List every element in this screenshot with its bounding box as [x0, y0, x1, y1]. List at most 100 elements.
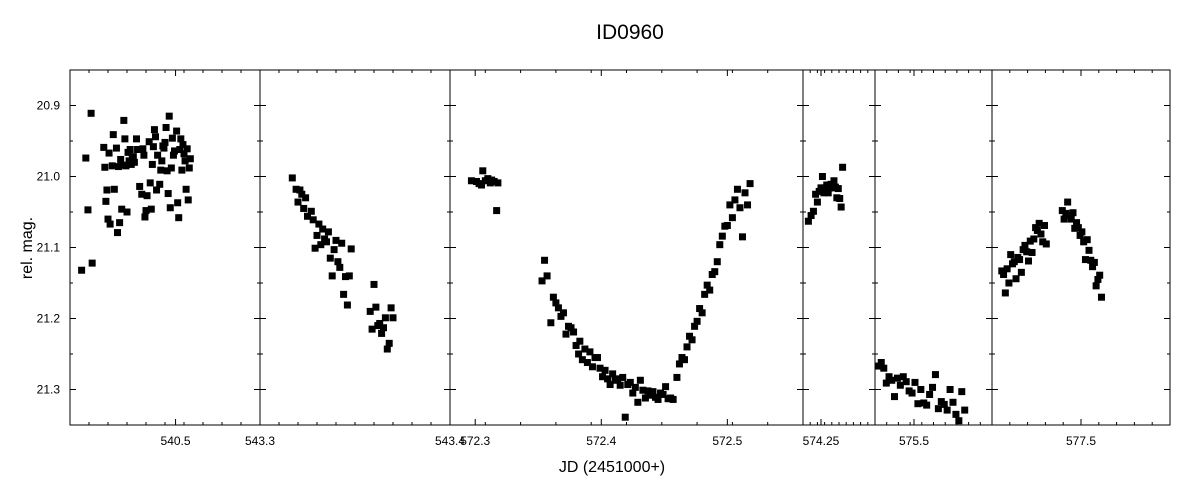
data-point [818, 173, 826, 180]
data-point [343, 301, 351, 309]
data-point [116, 219, 124, 227]
data-point [804, 217, 812, 225]
x-tick-label: 572.4 [586, 434, 616, 448]
data-point [112, 144, 120, 152]
panel-frame [449, 69, 804, 426]
data-point [641, 394, 649, 402]
data-point [926, 390, 934, 398]
data-point [372, 303, 380, 311]
data-point [494, 179, 502, 187]
data-point [961, 406, 969, 414]
data-point [875, 362, 883, 370]
data-point [179, 141, 187, 149]
data-point [176, 146, 184, 154]
data-point [836, 195, 844, 203]
data-point [110, 185, 118, 193]
data-point [173, 127, 181, 135]
data-point [680, 356, 688, 364]
data-point [718, 232, 726, 240]
data-point [834, 185, 842, 193]
data-point [342, 273, 349, 281]
data-point [634, 398, 642, 406]
data-point [385, 339, 393, 347]
data-point [101, 163, 109, 171]
data-point [478, 181, 486, 189]
data-point [186, 155, 194, 163]
panel-2: 543.4 [259, 69, 465, 448]
data-point [315, 220, 323, 228]
panel-6: 577.5 [991, 69, 1171, 448]
data-point [923, 401, 931, 409]
data-point [336, 263, 344, 271]
data-point [586, 348, 594, 356]
data-point [324, 228, 332, 236]
data-point [1039, 238, 1047, 246]
data-point [1058, 207, 1066, 215]
data-point [183, 145, 191, 153]
data-point [899, 373, 907, 381]
data-point [82, 154, 90, 162]
data-point [738, 233, 746, 241]
data-point [484, 175, 492, 183]
data-point [538, 277, 546, 285]
data-point [616, 381, 624, 389]
data-point [888, 376, 896, 384]
data-point [908, 389, 916, 397]
data-point [294, 198, 302, 206]
x-tick-label: 577.5 [1066, 434, 1096, 448]
x-tick-label: 543.3 [245, 434, 275, 448]
data-point [304, 212, 311, 220]
panel-frame [991, 69, 1171, 426]
data-point [609, 370, 617, 378]
data-point [723, 221, 731, 229]
data-point [154, 151, 162, 159]
data-point [158, 157, 166, 165]
data-point [596, 364, 604, 372]
data-point [157, 166, 165, 174]
data-point [1023, 248, 1031, 256]
data-point [949, 398, 957, 406]
data-point [885, 373, 893, 381]
x-tick-label: 572.3 [460, 434, 490, 448]
data-point [713, 258, 721, 266]
data-point [150, 126, 158, 134]
data-point [877, 359, 885, 367]
data-point [319, 225, 327, 233]
data-point [133, 135, 140, 143]
y-tick-label: 21.2 [37, 312, 61, 326]
data-point [467, 177, 475, 185]
data-point [380, 324, 387, 332]
x-tick-label: 543.4 [435, 434, 465, 448]
x-axis-title: JD (2451000+) [559, 459, 665, 476]
data-point [1037, 230, 1045, 238]
data-point [328, 272, 336, 280]
data-point [952, 410, 960, 418]
panel-frame [69, 69, 261, 426]
data-point [389, 314, 397, 322]
data-point [381, 314, 389, 322]
data-point [893, 374, 901, 382]
data-point [1096, 271, 1104, 279]
data-point [644, 387, 652, 395]
data-point [347, 245, 355, 253]
data-point [334, 258, 342, 266]
data-point [330, 246, 338, 254]
data-point [911, 378, 919, 386]
data-point [659, 390, 667, 398]
data-point [588, 363, 596, 371]
data-point [675, 360, 683, 368]
data-point [1003, 265, 1011, 273]
data-point [148, 160, 156, 168]
data-point [383, 345, 391, 353]
data-point [163, 167, 171, 175]
data-point [175, 214, 183, 222]
data-point [1026, 237, 1034, 245]
data-point [1087, 256, 1095, 264]
data-point [1033, 226, 1041, 234]
data-point [490, 177, 498, 185]
data-point [606, 381, 614, 389]
data-point [691, 322, 699, 330]
panel-4: 574.25 [802, 69, 876, 448]
chart-title: ID0960 [596, 21, 664, 44]
